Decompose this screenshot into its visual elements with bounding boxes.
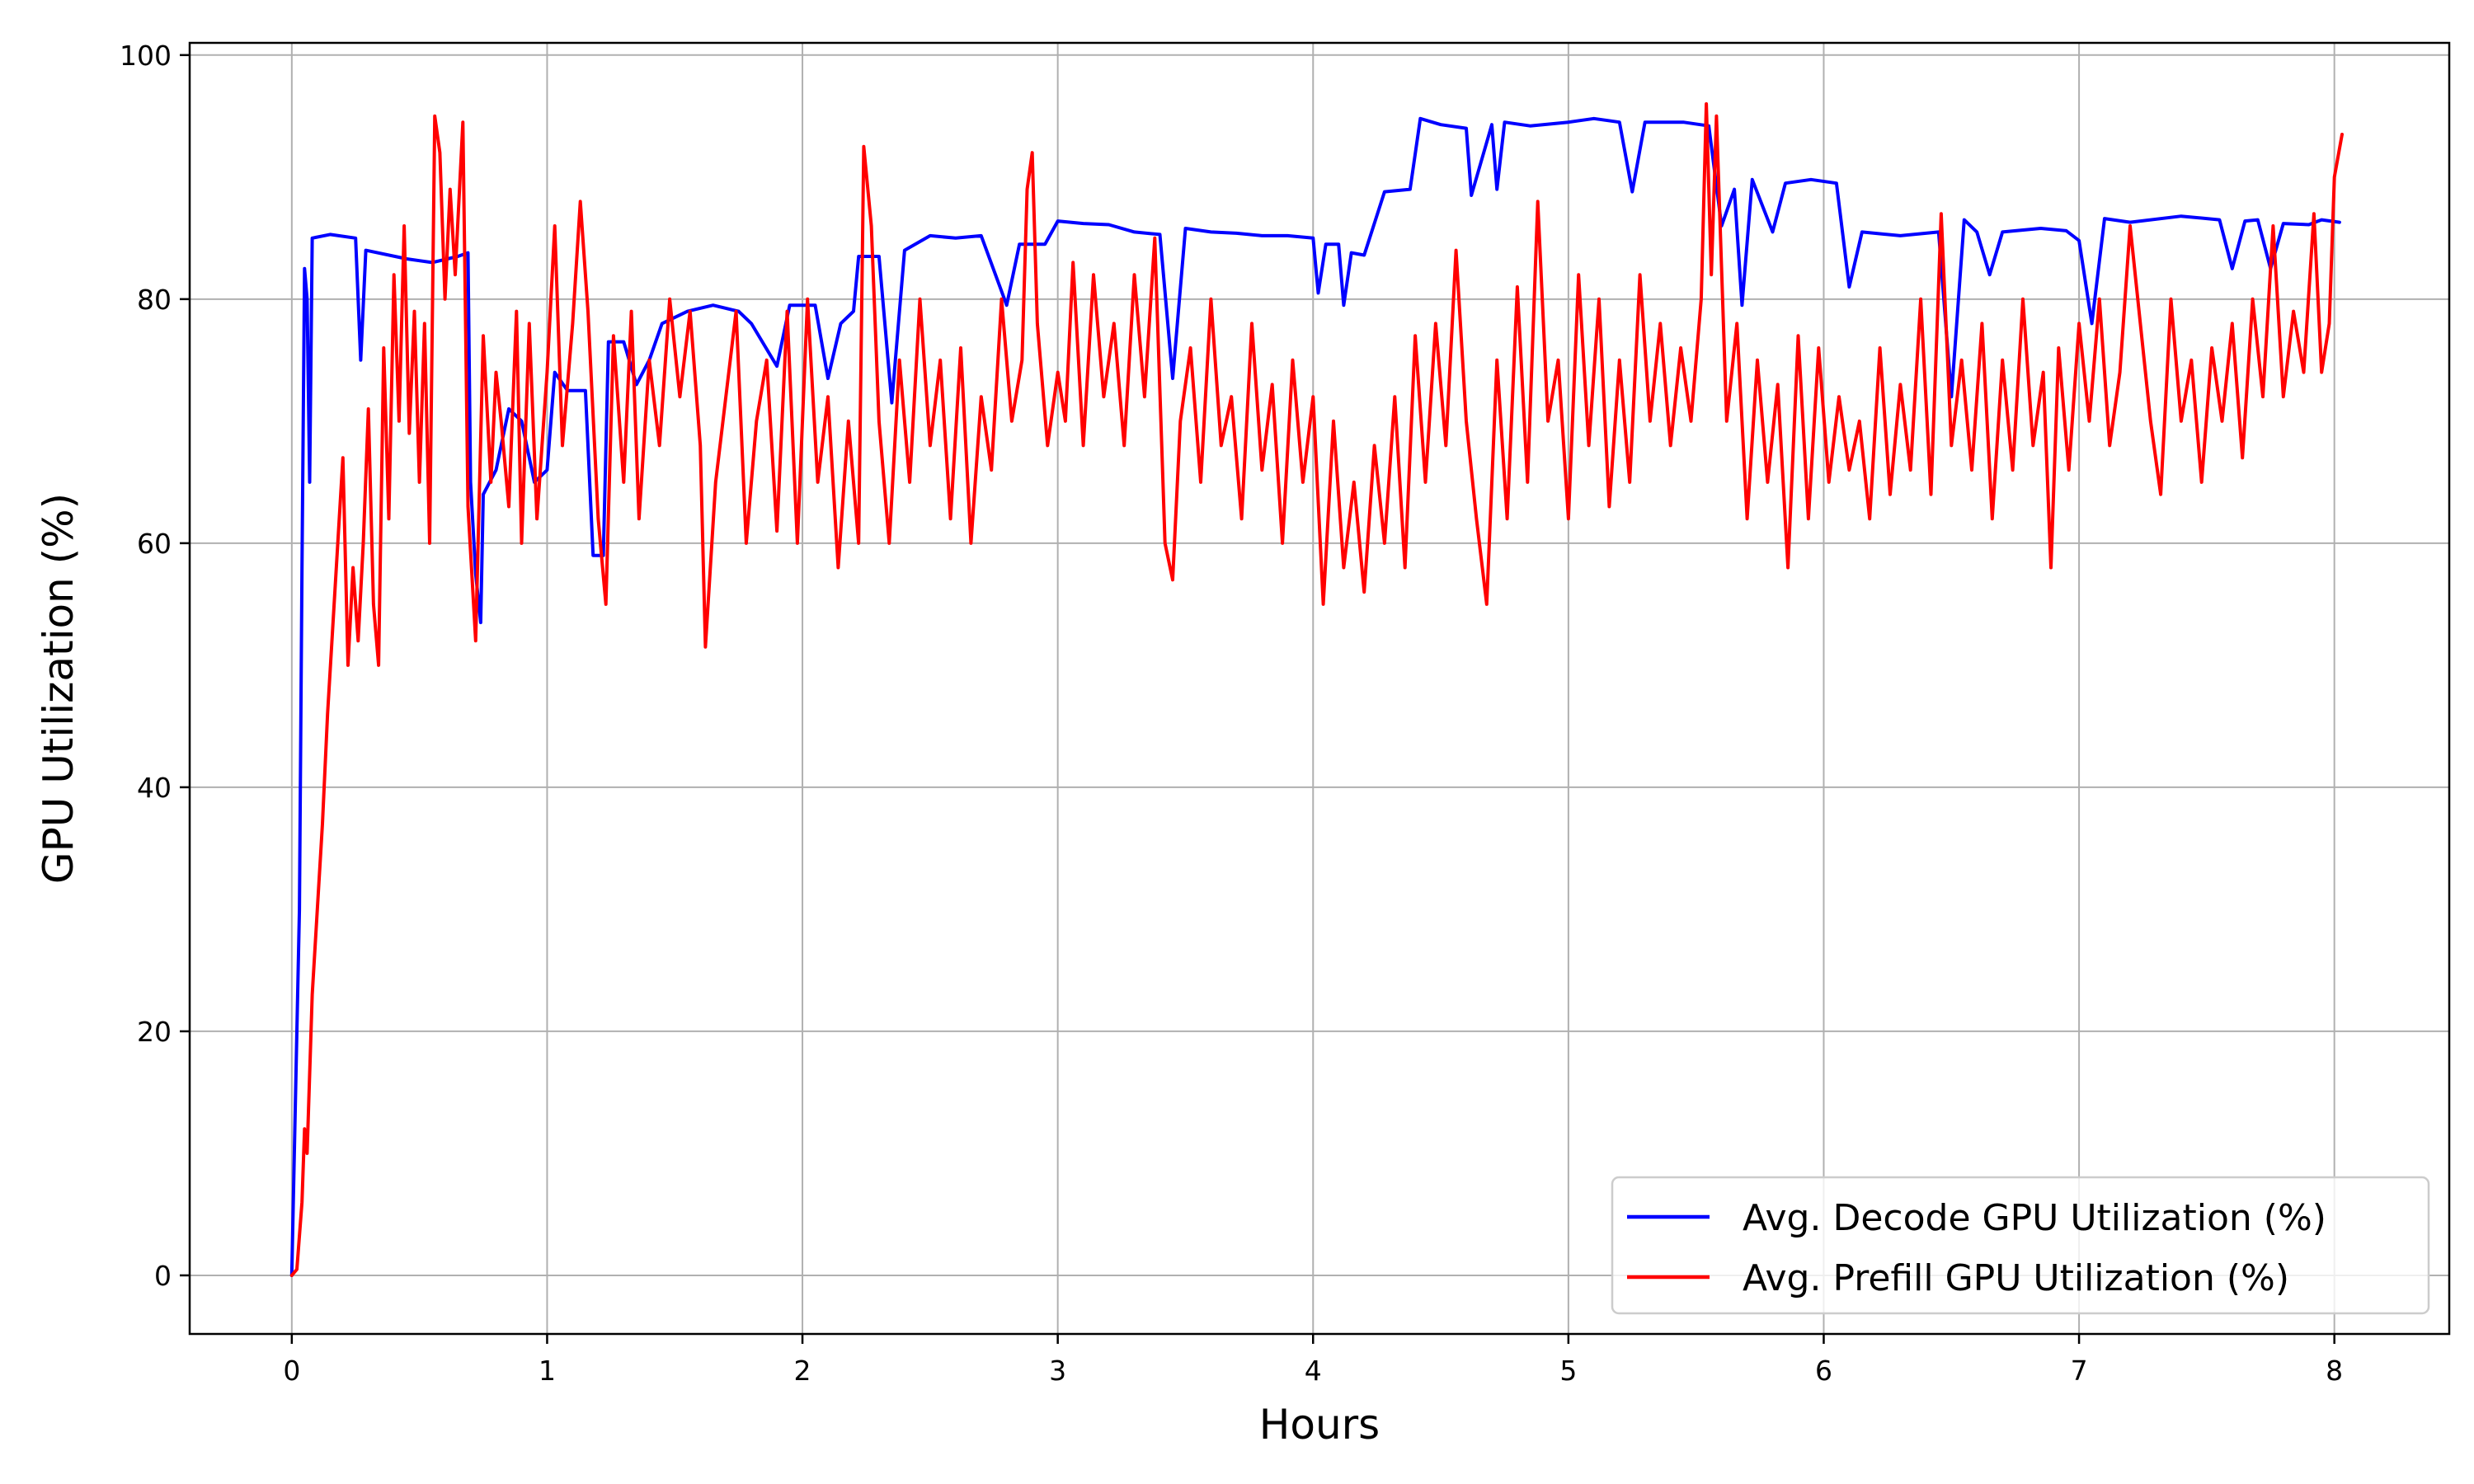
y-axis-label: GPU Utilization (%): [35, 493, 82, 884]
y-tick-label: 80: [137, 284, 172, 316]
series-line-prefill: [289, 102, 2344, 1277]
x-tick-label: 0: [283, 1355, 300, 1387]
x-tick-label: 3: [1049, 1355, 1066, 1387]
y-tick-label: 40: [137, 772, 172, 804]
x-tick-label: 1: [539, 1355, 556, 1387]
plot-area-frame: [188, 41, 2451, 1336]
x-tick-label: 2: [794, 1355, 811, 1387]
x-tick-label: 5: [1559, 1355, 1577, 1387]
y-tick-label: 60: [137, 528, 172, 560]
series-line-decode: [289, 116, 2341, 1277]
y-tick-label: 100: [120, 40, 172, 72]
legend: Avg. Decode GPU Utilization (%) Avg. Pre…: [1611, 1176, 2430, 1315]
series-lines: [289, 102, 2344, 1277]
grid-lines: [190, 43, 2449, 1334]
y-tick-label: 20: [137, 1016, 172, 1048]
x-axis-label: Hours: [1259, 1401, 1380, 1449]
legend-label-prefill: Avg. Prefill GPU Utilization (%): [1743, 1257, 2289, 1299]
legend-box: [1611, 1176, 2430, 1315]
x-tick-label: 8: [2326, 1355, 2343, 1387]
y-tick-label: 0: [154, 1260, 172, 1292]
legend-label-decode: Avg. Decode GPU Utilization (%): [1743, 1197, 2326, 1239]
x-tick-label: 7: [2071, 1355, 2088, 1387]
x-tick-label: 6: [1815, 1355, 1832, 1387]
x-tick-label: 4: [1305, 1355, 1322, 1387]
